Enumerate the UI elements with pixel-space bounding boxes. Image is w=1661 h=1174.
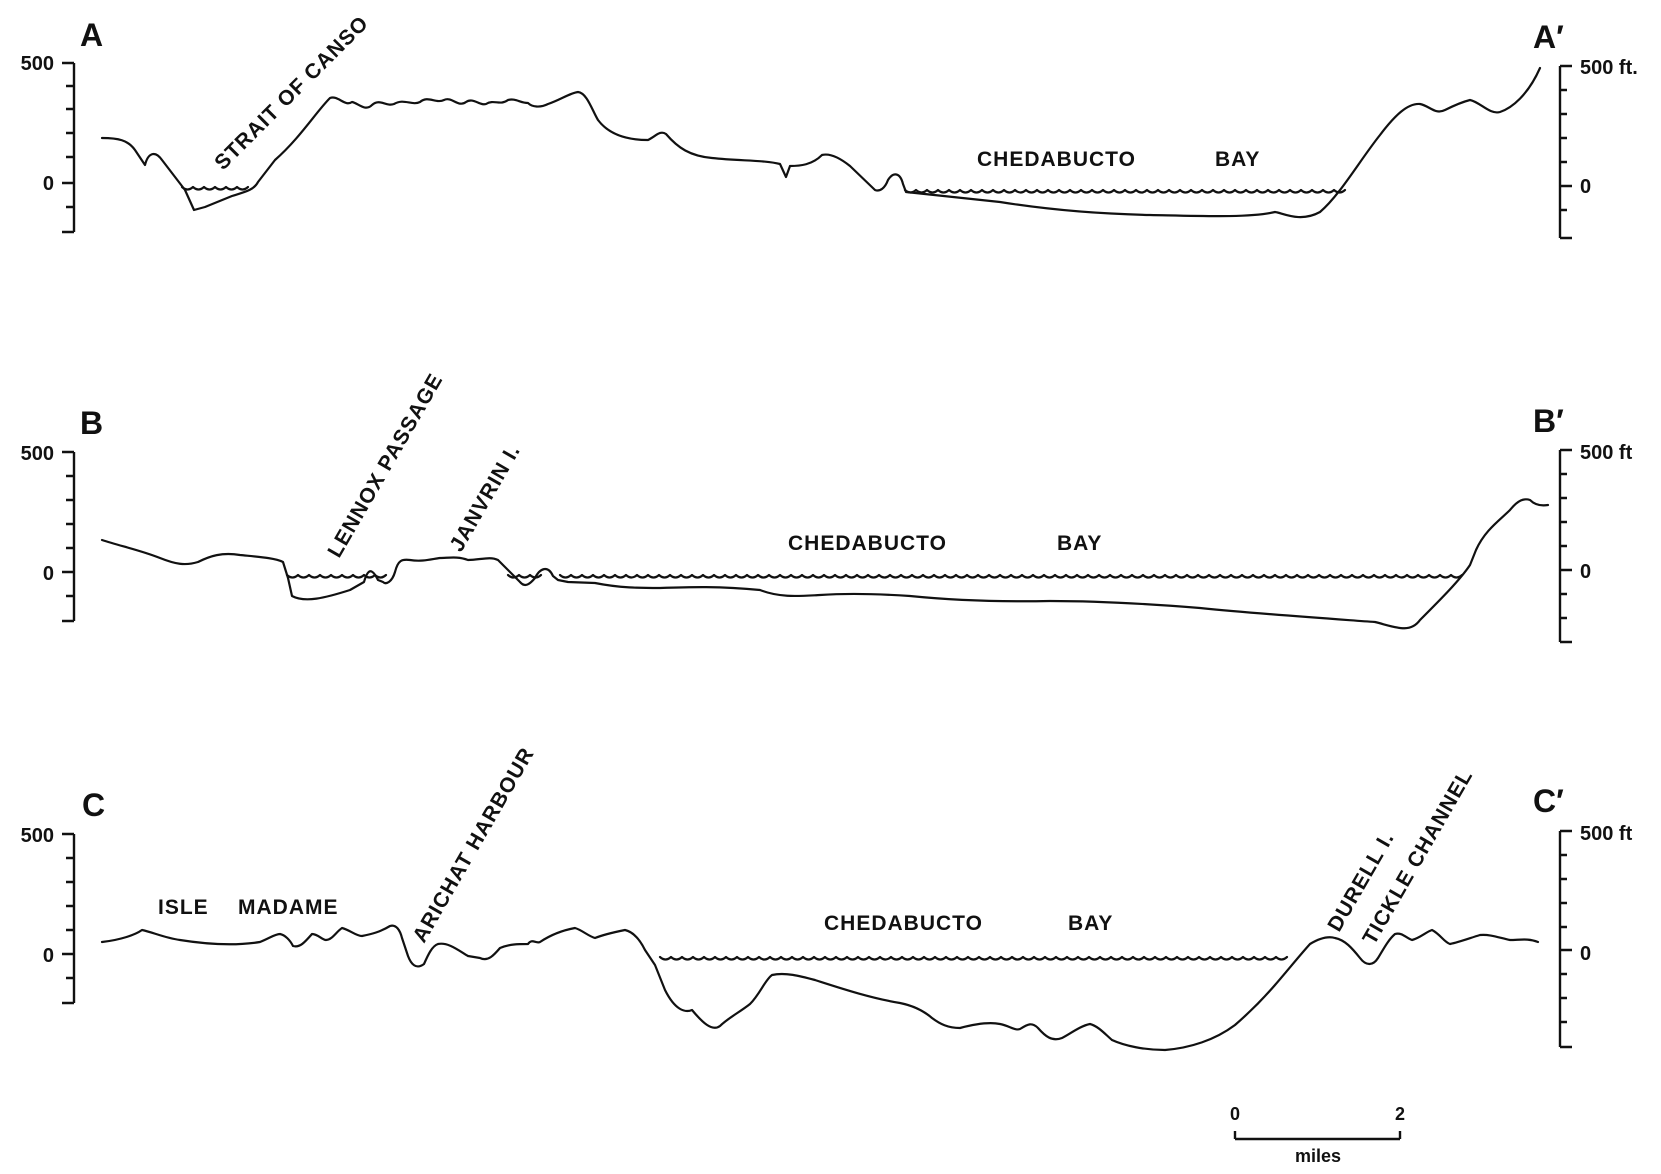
profile-c-left-tick-0: 0 xyxy=(43,945,54,967)
scale-bar: 0 2 miles xyxy=(1230,1104,1405,1166)
profile-a-left-tick-0: 0 xyxy=(43,173,54,195)
profile-b-left-letter: B xyxy=(80,405,103,441)
profile-a: A A′ 500 0 500 ft. 0 STRAIT OF CANSO CHE… xyxy=(21,12,1638,240)
profile-a-right-letter: A′ xyxy=(1533,19,1564,55)
profile-a-label-bay: BAY xyxy=(1215,148,1260,171)
profile-b-right-tick-0: 0 xyxy=(1580,561,1591,583)
profile-a-left-axis: 500 0 xyxy=(21,53,76,234)
profile-a-label-chedabucto: CHEDABUCTO xyxy=(977,148,1136,171)
profile-a-right-axis: 500 ft. 0 xyxy=(1558,57,1638,240)
profile-a-terrain xyxy=(100,66,1542,219)
profile-b-right-tick-500: 500 ft xyxy=(1580,442,1633,464)
profile-a-right-tick-500: 500 ft. xyxy=(1580,57,1638,79)
profile-c-right-tick-0: 0 xyxy=(1580,943,1591,965)
profile-b-label-bay: BAY xyxy=(1057,532,1102,555)
profile-b-right-letter: B′ xyxy=(1533,403,1564,439)
profile-c-right-axis: 500 ft 0 xyxy=(1558,823,1633,1049)
scale-bar-end: 2 xyxy=(1395,1104,1405,1124)
profile-c-label-chedabucto: CHEDABUCTO xyxy=(824,912,983,935)
profile-a-water-strait xyxy=(180,185,250,191)
profile-c-label-madame: MADAME xyxy=(238,896,339,919)
profile-c-label-bay: BAY xyxy=(1068,912,1113,935)
profile-c-left-letter: C xyxy=(82,787,105,823)
profile-b-label-chedabucto: CHEDABUCTO xyxy=(788,532,947,555)
profile-c-left-tick-500: 500 xyxy=(21,825,54,847)
profile-c-label-arichat: ARICHAT HARBOUR xyxy=(408,744,538,947)
profile-b-left-tick-500: 500 xyxy=(21,443,54,465)
profile-b-water-bay xyxy=(558,573,1464,579)
profile-b-water-lennox xyxy=(285,573,388,579)
profile-c-right-tick-500: 500 ft xyxy=(1580,823,1633,845)
profile-b-label-janvrin: JANVRIN I. xyxy=(445,440,525,555)
profile-c-water-bay xyxy=(658,955,1289,961)
profile-c-terrain xyxy=(100,924,1540,1052)
profile-a-water-bay xyxy=(903,188,1347,194)
profile-a-right-tick-0: 0 xyxy=(1580,176,1591,198)
scale-bar-start: 0 xyxy=(1230,1104,1240,1124)
profile-b: B B′ 500 0 500 ft 0 LENNOX PASSAGE JANVR… xyxy=(21,369,1633,644)
profile-c-left-axis: 500 0 xyxy=(21,825,76,1005)
scale-bar-unit: miles xyxy=(1295,1146,1341,1166)
profile-b-left-axis: 500 0 xyxy=(21,443,76,623)
profile-a-left-letter: A xyxy=(80,17,103,53)
profile-b-label-lennox: LENNOX PASSAGE xyxy=(323,369,447,561)
profile-a-left-tick-500: 500 xyxy=(21,53,54,75)
profile-c: C C′ 500 0 500 ft 0 ISLE MADAME ARICHAT … xyxy=(21,744,1633,1052)
profile-b-terrain xyxy=(100,498,1550,630)
profile-c-right-letter: C′ xyxy=(1533,783,1564,819)
profile-b-left-tick-0: 0 xyxy=(43,563,54,585)
profile-b-right-axis: 500 ft 0 xyxy=(1558,442,1633,644)
profile-c-label-isle: ISLE xyxy=(158,896,209,919)
profile-a-label-strait: STRAIT OF CANSO xyxy=(210,12,373,175)
